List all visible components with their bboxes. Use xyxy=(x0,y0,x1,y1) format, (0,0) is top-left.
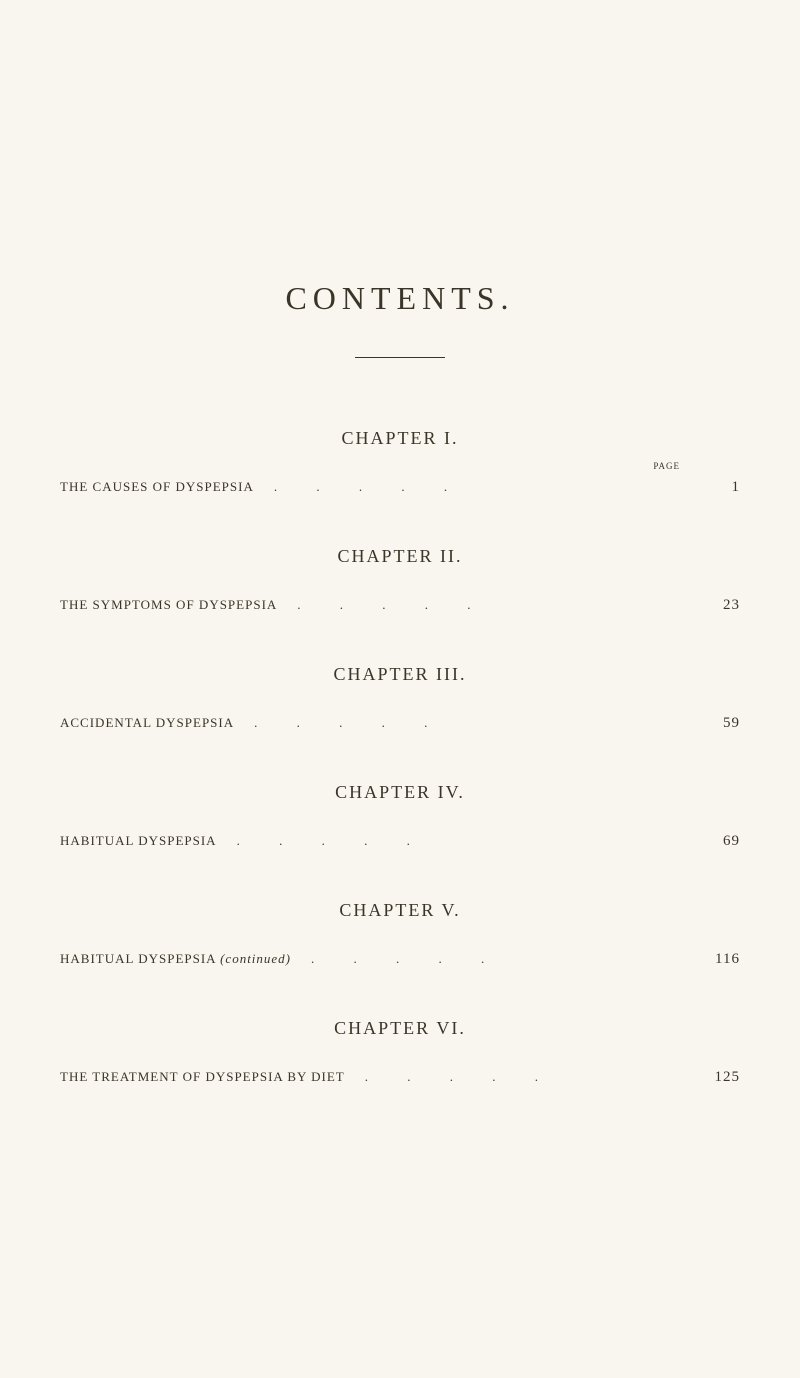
chapter-heading: CHAPTER II. xyxy=(60,546,740,567)
chapter-block-1: CHAPTER I. PAGE THE CAUSES OF DYSPEPSIA … xyxy=(60,428,740,496)
page-label: PAGE xyxy=(653,461,680,471)
chapter-block-3: CHAPTER III. ACCIDENTAL DYSPEPSIA . . . … xyxy=(60,664,740,732)
entry-title: THE CAUSES OF DYSPEPSIA xyxy=(60,479,254,495)
chapter-heading: CHAPTER I. xyxy=(60,428,740,449)
chapter-block-4: CHAPTER IV. HABITUAL DYSPEPSIA . . . . .… xyxy=(60,782,740,850)
entry-row: THE SYMPTOMS OF DYSPEPSIA . . . . . 23 xyxy=(60,597,740,614)
page-number: 116 xyxy=(680,951,740,968)
entry-title: HABITUAL DYSPEPSIA xyxy=(60,833,217,849)
page-number: 59 xyxy=(680,715,740,732)
dots-fill: . . . . . xyxy=(345,1069,680,1085)
entry-title-text: HABITUAL DYSPEPSIA xyxy=(60,951,216,966)
entry-row: THE TREATMENT OF DYSPEPSIA BY DIET . . .… xyxy=(60,1069,740,1086)
dots-fill: . . . . . xyxy=(254,479,680,495)
chapter-heading: CHAPTER III. xyxy=(60,664,740,685)
title-divider xyxy=(355,357,445,358)
entry-title: HABITUAL DYSPEPSIA (continued) xyxy=(60,951,291,967)
dots-fill: . . . . . xyxy=(277,597,680,613)
dots-fill: . . . . . xyxy=(291,951,680,967)
chapter-heading: CHAPTER IV. xyxy=(60,782,740,803)
main-title: CONTENTS. xyxy=(60,280,740,317)
entry-row: PAGE THE CAUSES OF DYSPEPSIA . . . . . 1 xyxy=(60,479,740,496)
page-number: 69 xyxy=(680,833,740,850)
dots-fill: . . . . . xyxy=(217,833,680,849)
page-number: 1 xyxy=(680,479,740,496)
dots-fill: . . . . . xyxy=(234,715,680,731)
page-content: CONTENTS. CHAPTER I. PAGE THE CAUSES OF … xyxy=(60,0,740,1086)
chapter-block-2: CHAPTER II. THE SYMPTOMS OF DYSPEPSIA . … xyxy=(60,546,740,614)
page-number: 23 xyxy=(680,597,740,614)
entry-row: ACCIDENTAL DYSPEPSIA . . . . . 59 xyxy=(60,715,740,732)
entry-title: ACCIDENTAL DYSPEPSIA xyxy=(60,715,234,731)
chapter-block-6: CHAPTER VI. THE TREATMENT OF DYSPEPSIA B… xyxy=(60,1018,740,1086)
entry-title: THE TREATMENT OF DYSPEPSIA BY DIET xyxy=(60,1069,345,1085)
entry-suffix: (continued) xyxy=(220,951,291,966)
chapter-block-5: CHAPTER V. HABITUAL DYSPEPSIA (continued… xyxy=(60,900,740,968)
entry-row: HABITUAL DYSPEPSIA (continued) . . . . .… xyxy=(60,951,740,968)
entry-title: THE SYMPTOMS OF DYSPEPSIA xyxy=(60,597,277,613)
chapter-heading: CHAPTER V. xyxy=(60,900,740,921)
chapter-heading: CHAPTER VI. xyxy=(60,1018,740,1039)
page-number: 125 xyxy=(680,1069,740,1086)
entry-row: HABITUAL DYSPEPSIA . . . . . 69 xyxy=(60,833,740,850)
